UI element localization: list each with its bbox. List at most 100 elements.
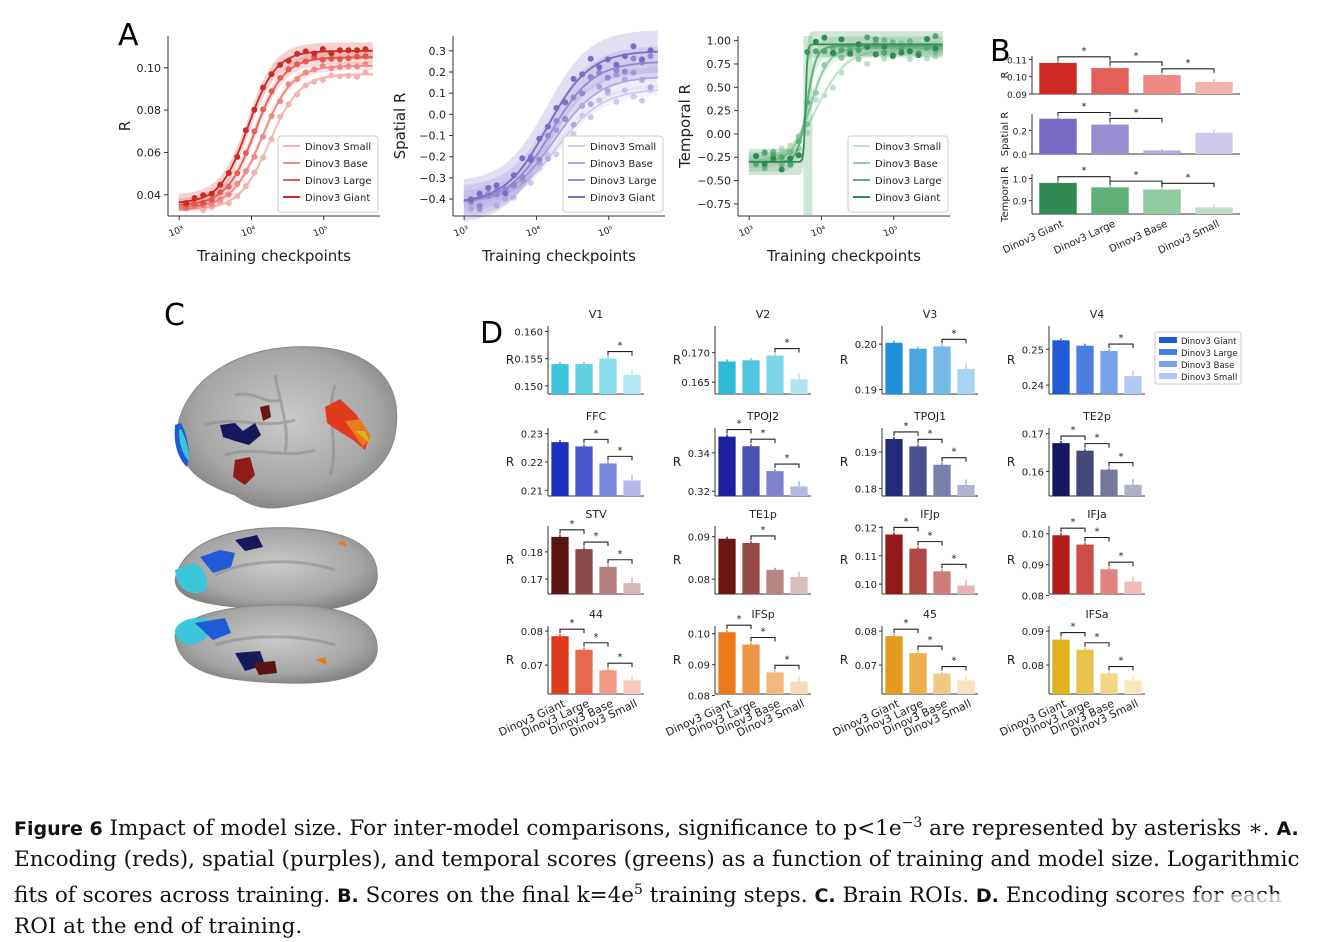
legend-label: Dinov3 Large	[875, 176, 942, 187]
y-tick-label: −0.3	[419, 172, 446, 185]
significance-asterisk: *	[1095, 632, 1100, 643]
y-tick-label: 0.34	[688, 449, 710, 460]
significance-asterisk: *	[594, 531, 599, 542]
significance-bracket	[1084, 443, 1110, 448]
significance-bracket	[1109, 180, 1163, 186]
bar	[718, 632, 736, 694]
bar	[718, 361, 736, 394]
data-point	[872, 36, 879, 43]
significance-bracket	[1057, 176, 1111, 181]
y-tick-label: 0.21	[521, 486, 543, 497]
significance-asterisk: *	[1119, 551, 1124, 562]
significance-asterisk: *	[952, 328, 957, 339]
bar	[766, 471, 784, 496]
y-tick-label: 1.0	[1013, 175, 1028, 185]
data-point	[932, 45, 939, 52]
data-point	[613, 61, 620, 68]
significance-bracket	[750, 636, 776, 642]
data-point	[906, 56, 913, 63]
legend-box	[1154, 331, 1242, 385]
data-point	[354, 63, 360, 70]
data-point	[795, 138, 802, 145]
data-point	[545, 155, 551, 162]
caption-text-2: are represented by asterisks ∗.	[922, 816, 1277, 842]
y-tick-label: 0.07	[855, 661, 877, 672]
y-tick-label: 0.17	[521, 575, 543, 586]
y-tick-label: 0.10	[1022, 530, 1044, 541]
bar	[623, 374, 641, 394]
data-point	[319, 46, 326, 53]
data-point	[579, 112, 586, 119]
significance-bracket	[607, 559, 633, 564]
significance-bracket	[607, 351, 633, 356]
data-point	[328, 55, 335, 62]
chart-title: V2	[756, 308, 771, 321]
data-point	[553, 118, 560, 124]
significance-bracket	[1084, 642, 1110, 647]
bar	[885, 439, 903, 496]
data-point	[562, 99, 569, 106]
legend-swatch	[1159, 349, 1177, 355]
data-point	[362, 46, 369, 53]
brain-medial-view	[174, 527, 378, 611]
data-point	[354, 73, 360, 80]
significance-bracket	[917, 541, 943, 546]
data-point	[302, 69, 309, 76]
y-axis-label: R	[840, 653, 848, 667]
data-point	[311, 78, 318, 85]
y-tick-label: 0.09	[688, 533, 710, 544]
data-point	[647, 47, 654, 54]
caption-text-5: training steps.	[642, 883, 815, 909]
caption-sup-2: 5	[634, 882, 643, 899]
data-point	[536, 156, 543, 163]
data-point	[354, 53, 360, 60]
y-tick-label: 0.09	[1007, 91, 1027, 101]
data-point	[294, 50, 301, 57]
y-tick-label: 0.2	[1013, 127, 1027, 137]
significance-bracket	[1109, 61, 1163, 66]
data-point	[924, 55, 930, 62]
y-axis-label: R	[506, 553, 514, 567]
significance-asterisk: *	[904, 516, 909, 527]
significance-asterisk: *	[761, 627, 766, 638]
data-point	[268, 71, 275, 78]
data-point	[302, 48, 309, 55]
chart-title: TPOJ1	[913, 410, 946, 423]
data-point	[208, 197, 215, 203]
data-point	[510, 194, 517, 201]
data-point	[328, 65, 335, 72]
data-point	[630, 69, 637, 76]
data-point	[225, 170, 232, 176]
x-tick-label: 10⁴	[240, 225, 258, 240]
chart-title: IFJa	[1087, 508, 1107, 521]
bar	[1195, 132, 1233, 154]
data-point	[770, 155, 777, 162]
y-tick-label: 0.0	[1013, 151, 1028, 161]
data-point	[251, 128, 258, 135]
data-point	[493, 191, 500, 198]
data-point	[234, 153, 241, 160]
significance-bracket	[726, 624, 752, 630]
bar	[1076, 649, 1094, 694]
bar	[933, 346, 951, 394]
legend-box	[562, 135, 664, 213]
y-axis-label: R	[840, 353, 848, 367]
data-point	[562, 116, 569, 123]
data-point	[630, 55, 637, 62]
significance-bracket	[1109, 117, 1163, 123]
significance-bracket	[917, 438, 943, 444]
bar	[957, 369, 975, 394]
data-point	[889, 52, 896, 59]
data-point	[587, 74, 594, 80]
significance-bracket	[750, 535, 776, 540]
significance-asterisk: *	[1134, 170, 1139, 181]
chart-title: TE1p	[748, 508, 777, 521]
data-point	[294, 61, 301, 68]
data-point	[493, 182, 500, 189]
data-point	[579, 102, 586, 109]
data-point	[881, 49, 888, 56]
bar	[790, 486, 808, 496]
significance-asterisk: *	[1082, 102, 1087, 113]
y-tick-label: −0.50	[697, 175, 731, 188]
significance-asterisk: *	[1186, 172, 1191, 183]
